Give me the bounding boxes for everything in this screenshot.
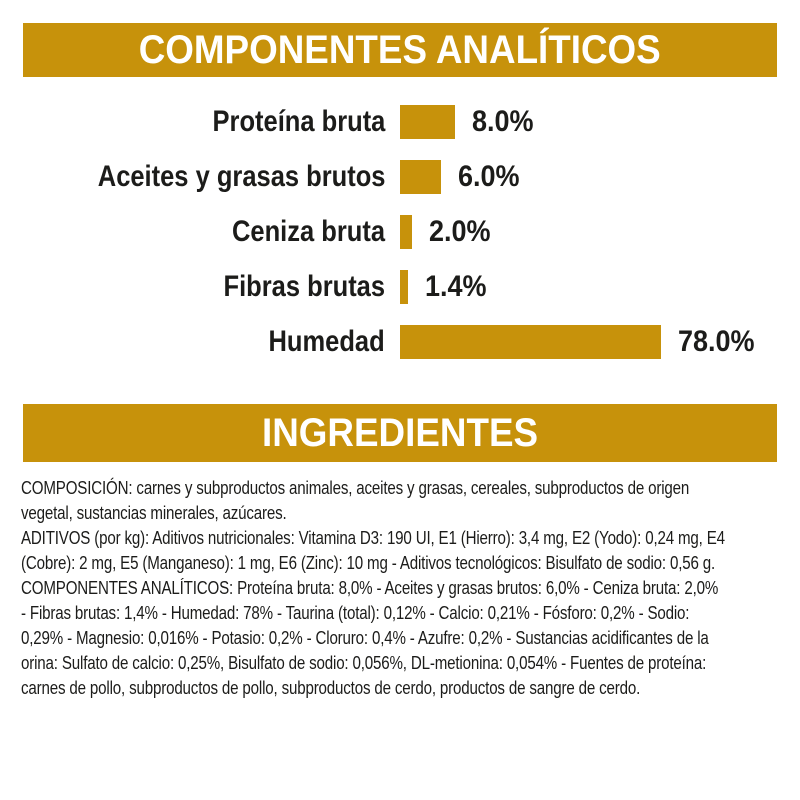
analytical-components-header: COMPONENTES ANALÍTICOS [23, 23, 777, 77]
chart-row: Fibras brutas 1.4% [0, 259, 800, 314]
bar-value-label: 2.0% [429, 214, 491, 248]
chart-row: Proteína bruta 8.0% [0, 94, 800, 149]
bar-value-label: 1.4% [425, 269, 487, 303]
analytical-components-title: COMPONENTES ANALÍTICOS [138, 27, 662, 72]
bar-value-label: 6.0% [458, 159, 520, 193]
ingredients-header: INGREDIENTES [23, 404, 777, 462]
ingredients-text: COMPOSICIÓN: carnes y subproductos anima… [21, 478, 725, 698]
bar-category-label: Aceites y grasas brutos [97, 159, 385, 193]
bar-value-label: 8.0% [472, 104, 534, 138]
bar-category-label: Proteína bruta [212, 104, 385, 138]
bar [400, 104, 455, 139]
bar [400, 324, 661, 359]
chart-row: Ceniza bruta 2.0% [0, 204, 800, 259]
bar [400, 214, 412, 249]
bar [400, 269, 408, 304]
bar [400, 159, 441, 194]
analytical-components-bar-chart: Proteína bruta 8.0% Aceites y grasas bruto… [0, 94, 800, 369]
chart-row: Aceites y grasas brutos 6.0% [0, 149, 800, 204]
bar-category-label: Ceniza bruta [231, 214, 385, 248]
ingredients-title: INGREDIENTES [261, 410, 539, 455]
bar-value-label: 78.0% [678, 324, 755, 358]
chart-row: Humedad 78.0% [0, 314, 800, 369]
bar-category-label: Fibras brutas [223, 269, 385, 303]
bar-category-label: Humedad [268, 324, 385, 358]
